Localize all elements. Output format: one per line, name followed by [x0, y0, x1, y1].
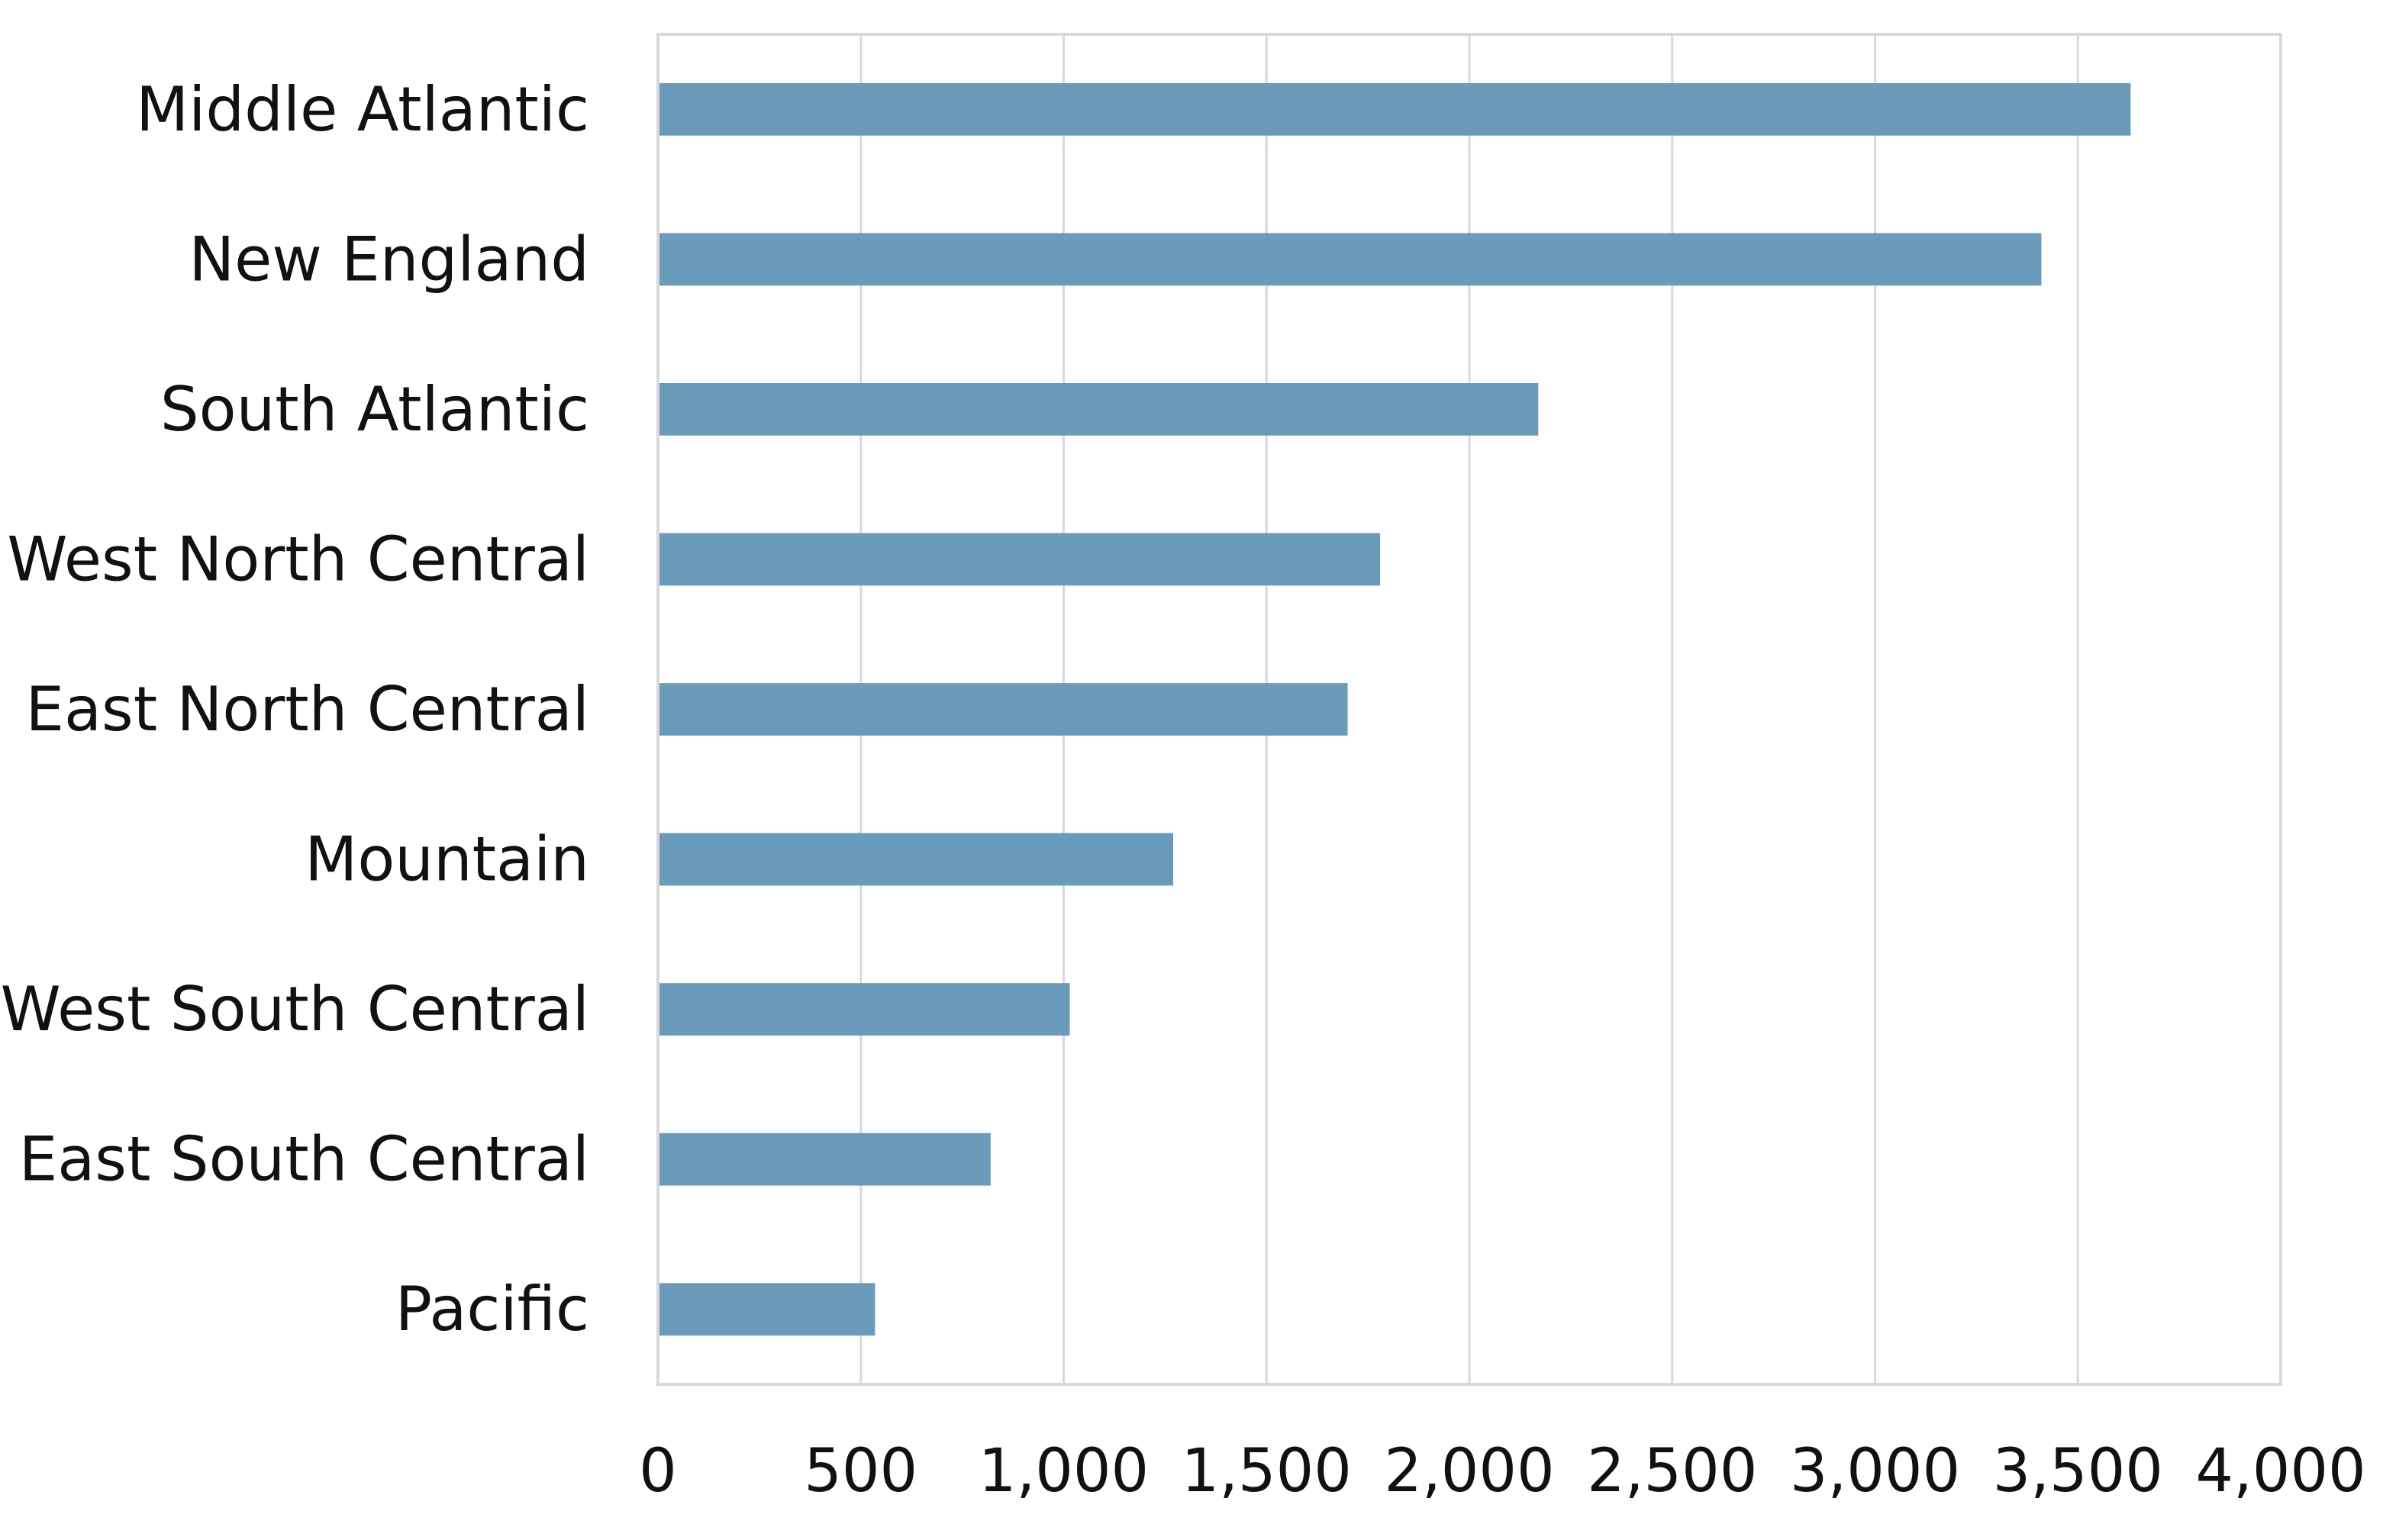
category-label: Mountain [305, 824, 589, 895]
x-tick-label: 3,500 [1993, 1437, 2163, 1506]
x-tick-label: 2,500 [1587, 1437, 1757, 1506]
x-tick-label: 4,000 [2195, 1437, 2365, 1506]
category-label: South Atlantic [160, 374, 589, 445]
category-label: East North Central [25, 674, 589, 745]
category-label: New England [189, 224, 589, 295]
category-labels: Middle Atlantic New England South Atlantic… [1, 74, 589, 1345]
bar [658, 533, 1381, 586]
plot-frame [656, 33, 2282, 1386]
category-label: East South Central [19, 1124, 589, 1195]
bar [658, 683, 1348, 736]
x-tick-label: 1,000 [979, 1437, 1149, 1506]
category-label: West South Central [1, 974, 589, 1045]
bar [658, 382, 1539, 436]
x-tick-label: 2,000 [1384, 1437, 1554, 1506]
x-tick-label: 500 [804, 1437, 917, 1506]
x-tick-label: 0 [639, 1437, 677, 1506]
bar [658, 82, 2131, 136]
x-tick-label: 3,000 [1790, 1437, 1960, 1506]
bar [658, 833, 1174, 886]
x-tick-label: 1,500 [1182, 1437, 1352, 1506]
category-label: West North Central [7, 524, 589, 594]
bars [658, 82, 2131, 1336]
bar [658, 1283, 876, 1336]
bar [658, 983, 1070, 1036]
bar [658, 233, 2042, 286]
category-label: Pacific [395, 1274, 589, 1345]
bar [658, 1132, 991, 1186]
x-axis-tick-labels: 0 500 1,000 1,500 2,000 2,500 3,000 3,500 4,000 [639, 1437, 2365, 1506]
category-label: Middle Atlantic [136, 74, 589, 145]
